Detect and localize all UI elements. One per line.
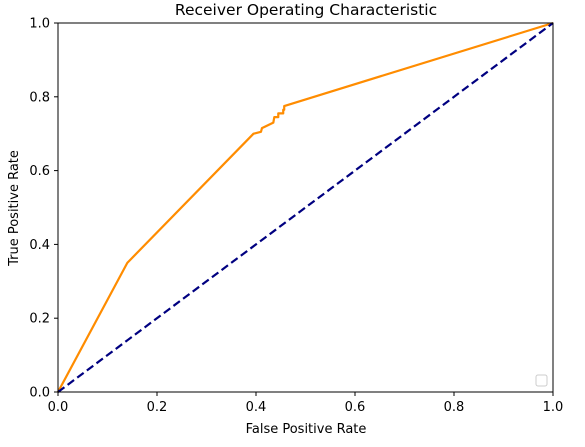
roc-curve-line: [57, 21, 554, 393]
y-tick-label: 0.8: [29, 90, 50, 105]
chart-title: Receiver Operating Characteristic: [175, 1, 437, 19]
y-axis: 0.0 0.2 0.4 0.6 0.8 1.0: [29, 17, 58, 401]
y-tick-label: 0.6: [29, 164, 50, 179]
y-tick-label: 0.4: [29, 238, 50, 253]
x-tick-label: 0.4: [246, 400, 267, 415]
y-tick-label: 0.2: [29, 312, 50, 327]
x-axis-label: False Positive Rate: [246, 422, 367, 437]
x-tick-label: 0.2: [147, 400, 168, 415]
series-layer: [57, 21, 554, 393]
plot-frame: [57, 22, 554, 393]
y-axis-label: True Positive Rate: [7, 150, 22, 267]
y-tick-label: 1.0: [29, 17, 50, 32]
x-tick-label: 0.6: [345, 400, 366, 415]
x-tick-label: 0.0: [48, 400, 69, 415]
x-axis: 0.0 0.2 0.4 0.6 0.8 1.0: [48, 392, 564, 415]
x-tick-label: 1.0: [543, 400, 564, 415]
chance-diagonal-line: [57, 22, 554, 393]
x-tick-label: 0.8: [444, 400, 465, 415]
legend-box: [535, 374, 548, 387]
y-tick-label: 0.0: [29, 386, 50, 401]
